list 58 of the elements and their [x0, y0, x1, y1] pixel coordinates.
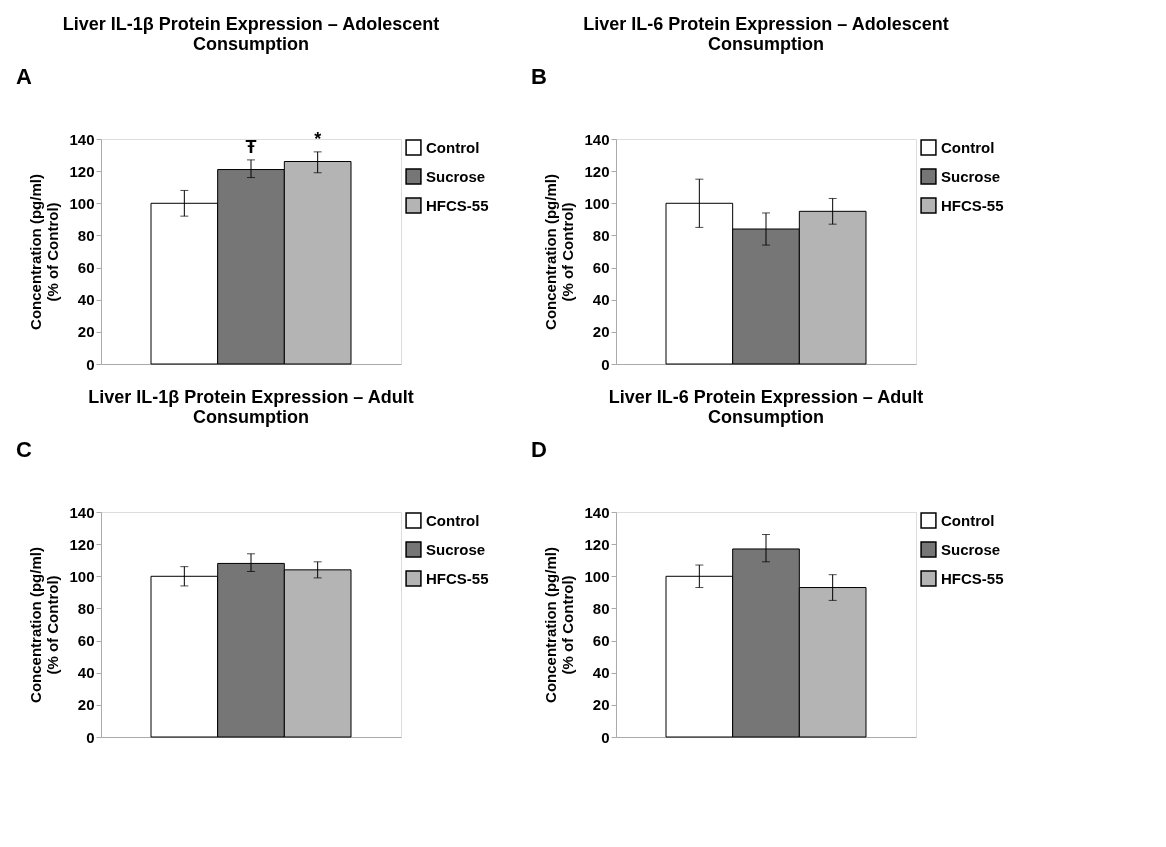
chart-title: Liver IL-1β Protein Expression – Adult Consumption: [88, 387, 414, 427]
y-tick-label: 120: [584, 162, 610, 180]
y-tick-label: 100: [584, 567, 610, 585]
legend-label: Sucrose: [426, 540, 486, 558]
text: D: [531, 437, 547, 462]
y-axis-title: Concentration (pg/ml) (% of Control): [27, 547, 62, 703]
legend-label: Sucrose: [941, 167, 1001, 185]
text: C: [16, 437, 32, 462]
text: A: [16, 64, 32, 89]
y-tick-label: 60: [77, 259, 95, 277]
legend-label: Control: [941, 511, 995, 529]
y-tick-label: 0: [86, 728, 95, 746]
y-tick-label: 140: [584, 503, 610, 521]
y-tick-label: 40: [77, 664, 95, 682]
y-tick-label: 0: [86, 355, 95, 373]
y-tick-label: 20: [77, 696, 95, 714]
y-tick-label: 80: [592, 226, 610, 244]
text: B: [531, 64, 547, 89]
legend-label: Sucrose: [941, 540, 1001, 558]
y-tick-label: 60: [592, 632, 610, 650]
legend-label: HFCS-55: [941, 569, 1004, 587]
y-tick-label: 80: [77, 599, 95, 617]
legend-label: Control: [426, 138, 480, 156]
y-tick-label: 80: [592, 599, 610, 617]
data-label: *: [314, 128, 322, 149]
chart-title: Liver IL-6 Protein Expression – Adolescent Consumption: [583, 14, 949, 54]
legend-label: HFCS-55: [941, 196, 1004, 214]
y-tick-label: 40: [592, 664, 610, 682]
legend-label: Control: [941, 138, 995, 156]
y-axis-title: Concentration (pg/ml) (% of Control): [542, 174, 577, 330]
y-tick-label: 100: [69, 194, 95, 212]
y-tick-label: 100: [584, 194, 610, 212]
legend-label: HFCS-55: [426, 196, 489, 214]
y-tick-label: 100: [69, 567, 95, 585]
chart-title: Liver IL-6 Protein Expression – Adult Consumption: [608, 387, 924, 427]
data-label: Ŧ: [245, 136, 257, 157]
y-tick-label: 60: [592, 259, 610, 277]
legend-label: Sucrose: [426, 167, 486, 185]
y-tick-label: 140: [584, 130, 610, 148]
y-tick-label: 120: [584, 535, 610, 553]
y-tick-label: 120: [69, 535, 95, 553]
y-tick-label: 20: [592, 323, 610, 341]
y-tick-label: 140: [69, 503, 95, 521]
y-tick-label: 60: [77, 632, 95, 650]
y-axis-title: Concentration (pg/ml) (% of Control): [27, 174, 62, 330]
chart-title: Liver IL-1β Protein Expression – Adolescent Consumption: [62, 14, 440, 54]
y-axis-title: Concentration (pg/ml) (% of Control): [542, 547, 577, 703]
y-tick-label: 40: [592, 291, 610, 309]
y-tick-label: 40: [77, 291, 95, 309]
y-tick-label: 0: [601, 728, 610, 746]
y-tick-label: 20: [77, 323, 95, 341]
legend-label: Control: [426, 511, 480, 529]
y-tick-label: 80: [77, 226, 95, 244]
y-tick-label: 0: [601, 355, 610, 373]
legend-label: HFCS-55: [426, 569, 489, 587]
y-tick-label: 120: [69, 162, 95, 180]
y-tick-label: 140: [69, 130, 95, 148]
y-tick-label: 20: [592, 696, 610, 714]
